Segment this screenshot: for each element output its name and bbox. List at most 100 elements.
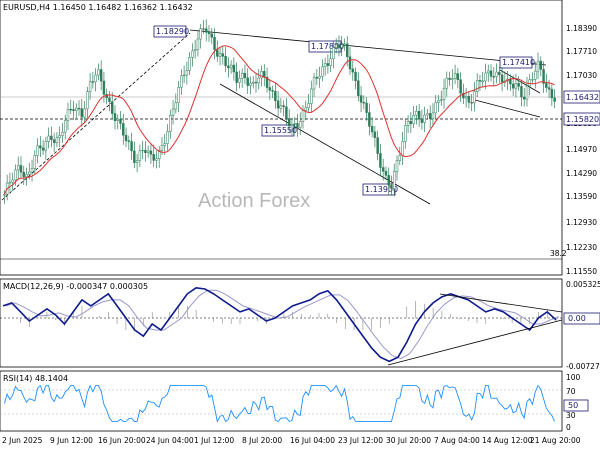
candle-body [376,137,379,154]
candle-body [66,108,70,122]
candle-body [390,185,393,189]
candle-body [182,74,186,77]
candle-body [229,64,233,69]
candle-body [343,43,346,46]
candle-body [398,155,401,161]
candle-body [428,113,432,120]
candle-body [169,115,172,132]
candle-body [166,131,169,144]
candle-body [370,126,374,133]
candle-body [133,150,136,163]
candle-body [252,81,255,84]
candle-body [124,134,128,142]
candle-body [434,102,437,114]
macd-y-tick: 0.005325 [566,280,600,289]
candle-body [274,91,277,101]
candle-body [409,121,413,124]
candle-body [296,123,299,128]
candle-body [91,81,95,83]
candle-body [155,158,158,161]
candle-body [16,165,20,171]
macd-y-tick: -0.007273 [566,362,600,371]
candle-body [254,81,258,84]
candle-body [50,135,53,140]
candle-body [310,88,313,104]
candle-body [348,56,352,70]
candle-body [393,171,396,189]
candle-body [332,47,335,60]
x-tick: 16 Jul 04:00 [290,436,335,445]
candle-body [509,78,512,85]
current-price-label: 1.16432 [566,93,599,102]
candle-body [213,37,216,50]
candle-body [185,70,189,76]
macd-signal-line [5,289,560,360]
candle-body [163,143,166,146]
macd-value-label: 0.00 [568,314,586,323]
candle-body [500,74,504,83]
candle-body [224,56,227,67]
annotation-label: 1.18290 [156,27,189,36]
candle-body [11,179,14,183]
candle-body [30,168,34,173]
candle-body [357,80,360,96]
candle-body [351,68,354,73]
candle-body [77,107,81,110]
annotation-label: 1.17880 [311,42,344,51]
macd-histogram [20,300,557,331]
candle-body [205,28,208,33]
candle-body [127,140,131,142]
annotation-box [362,183,396,196]
candle-body [334,44,338,48]
macd-value-box [563,312,600,325]
candle-body [323,63,327,68]
candle-body [227,65,230,69]
annotation-label: 1.17410 [502,58,535,67]
candle-body [326,63,330,66]
candle-body [19,165,23,173]
candle-body [287,118,291,127]
candle-body [232,64,236,73]
candle-body [365,102,368,113]
candle-body [44,141,48,151]
candle-body [539,60,543,70]
candle-body [135,160,139,163]
candle-body [243,73,247,79]
x-tick: 23 Jul 12:00 [338,436,383,445]
rsi-y-tick: 70 [566,387,576,396]
candle-body [440,99,443,101]
candle-body [47,135,50,142]
main-title: EURUSD,H4 1.16450 1.16482 1.16362 1.1643… [3,3,193,12]
candle-body [415,110,418,116]
candle-body [138,150,142,161]
candle-body [160,145,164,151]
candle-body [354,71,357,81]
candle-body [511,83,515,89]
candle-body [86,91,89,110]
rsi-value-box [563,399,589,412]
candle-body [141,149,144,152]
y-tick: 1.12930 [566,218,597,227]
y-tick: 1.13590 [566,192,597,201]
candle-body [80,108,84,118]
candle-body [130,141,133,152]
candle-body [207,31,211,35]
candle-body [528,79,531,87]
candle-body [144,149,147,153]
y-tick: 1.17030 [566,71,597,80]
x-axis-labels: 2 Jun 2025 9 Jun 12:00 16 Jun 20:00 24 J… [2,436,581,445]
candle-body [72,109,75,111]
candle-body [547,87,551,90]
candle-body [412,114,415,124]
candle-body [158,150,161,159]
candle-body [69,108,72,111]
candle-body [122,123,125,136]
candle-body [285,106,288,119]
candle-body [442,87,446,100]
candle-body [368,112,371,127]
candle-body [299,121,302,128]
candle-body [279,105,283,109]
candle-body [33,155,37,169]
candle-body [534,70,537,80]
